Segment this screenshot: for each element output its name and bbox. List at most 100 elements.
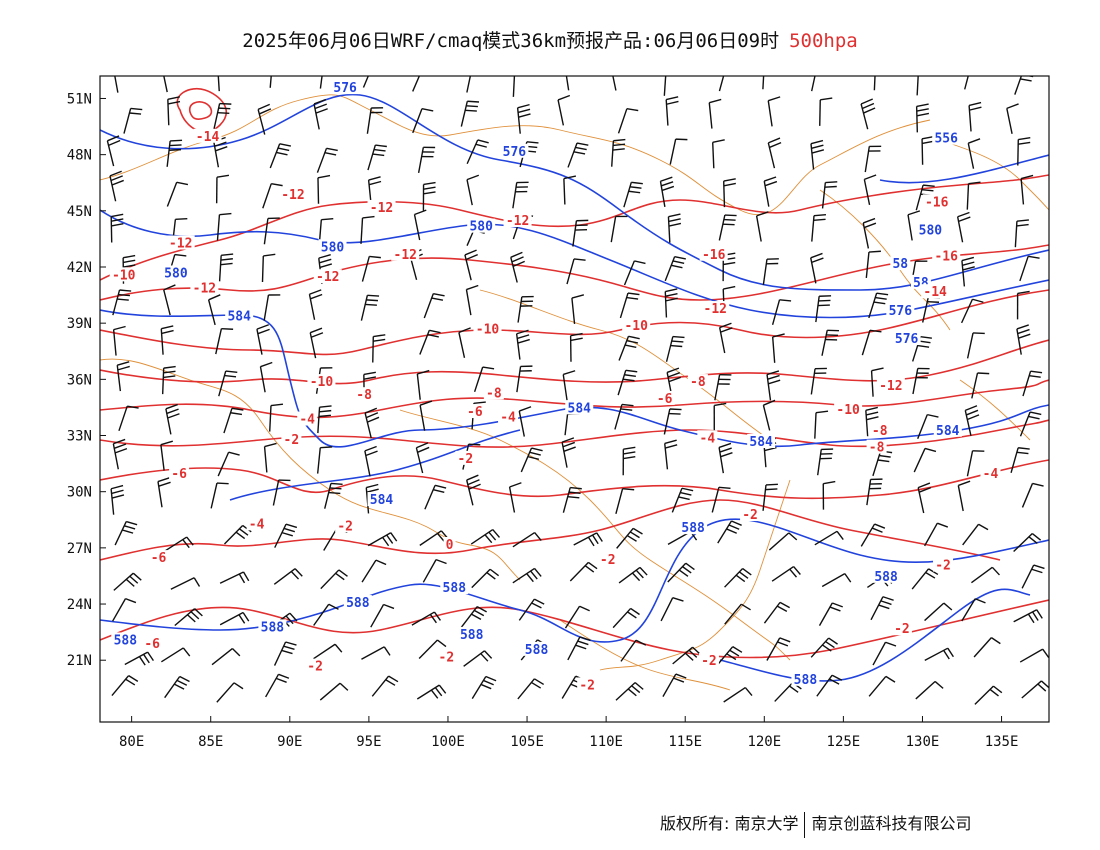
height-contour-label: 580: [469, 220, 493, 235]
wind-barb: [508, 482, 522, 513]
lon-tick-label: 115E: [668, 734, 702, 750]
wind-barb: [1016, 324, 1031, 355]
wind-barb: [667, 213, 682, 243]
temperature-contour-label-bg: [335, 518, 356, 533]
temperature-isoline: [100, 379, 1049, 419]
temperature-isoline: [100, 419, 1049, 448]
footer-divider: [804, 811, 806, 838]
wind-barb: [755, 211, 769, 242]
height-contour-label-bg: [258, 619, 287, 634]
wind-barb: [669, 138, 688, 165]
wind-barb: [313, 603, 339, 626]
height-contour-label: 584: [568, 401, 592, 416]
temperature-contour-label: -2: [935, 559, 951, 574]
temperature-contour-label: -4: [500, 411, 516, 426]
wind-barb: [317, 174, 331, 204]
wind-barb: [516, 365, 533, 393]
wind-barb: [112, 289, 132, 316]
boundary-line: [100, 94, 931, 216]
wind-barb: [762, 399, 776, 431]
temperature-contour-label-bg: [933, 557, 954, 572]
wind-barb: [512, 181, 529, 209]
height-contour-label-bg: [367, 492, 396, 507]
wind-barb: [711, 486, 731, 513]
wind-barb: [512, 567, 542, 584]
temperature-contour-label: -12: [370, 201, 393, 216]
wind-barb: [1019, 411, 1042, 437]
wind-barb: [210, 482, 229, 509]
wind-barb: [213, 102, 232, 130]
wind-barb: [157, 477, 171, 508]
wind-barb: [815, 295, 832, 323]
height-contour-label-bg: [467, 218, 496, 233]
temperature-contour-label: -2: [600, 553, 616, 568]
temperature-contour-label: -2: [701, 654, 717, 669]
wind-barb: [422, 181, 436, 211]
temperature-contour-label: -8: [690, 375, 706, 390]
wind-barb: [112, 438, 128, 470]
wind-barb: [718, 214, 737, 241]
wind-barb: [870, 367, 884, 397]
wind-barb: [615, 487, 635, 514]
wind-barb: [863, 174, 877, 205]
wind-barb: [724, 603, 751, 625]
wind-barb: [273, 641, 297, 666]
wind-barb: [771, 565, 801, 582]
wind-barb: [768, 532, 798, 551]
wind-barb: [810, 367, 827, 395]
temperature-contour-label-bg: [246, 516, 267, 531]
height-contour-label: 556: [934, 132, 958, 147]
wind-barb: [272, 479, 291, 506]
wind-barb: [219, 611, 250, 626]
temperature-contour-label-bg: [464, 404, 485, 419]
wind-barb: [219, 571, 250, 584]
height-contour-label: 588: [443, 581, 467, 596]
height-contour-label-bg: [872, 568, 901, 583]
wind-barb: [763, 601, 790, 624]
temperature-contour-label-bg: [367, 199, 396, 214]
wind-barb: [1021, 680, 1049, 699]
height-contour-label-bg: [932, 130, 961, 145]
lat-tick-label: 24N: [67, 597, 92, 613]
wind-barb: [518, 598, 545, 621]
pressure-level-label: 500hpa: [789, 30, 858, 52]
wind-barb: [470, 528, 501, 545]
wind-barb: [816, 674, 843, 697]
height-contour-label: 580: [321, 240, 345, 255]
lat-tick-label: 39N: [67, 316, 92, 332]
height-contour-label-bg: [933, 422, 962, 437]
wind-barb: [569, 561, 598, 582]
lon-tick-label: 130E: [906, 734, 940, 750]
wind-barb: [966, 450, 985, 477]
wind-barb: [810, 252, 824, 284]
wind-barb: [562, 486, 582, 513]
wind-barb: [860, 98, 876, 130]
wind-barb: [161, 647, 191, 663]
wind-barb: [614, 403, 634, 430]
wind-barb: [662, 673, 687, 697]
wind-barb: [466, 139, 489, 165]
wind-barb: [724, 567, 752, 588]
wind-barb: [160, 440, 173, 471]
wind-barb: [166, 181, 189, 207]
wind-barb: [816, 448, 834, 476]
wind-barb: [164, 536, 194, 552]
temperature-contour-label-bg: [697, 430, 718, 445]
wind-barb: [419, 400, 433, 431]
wind-barb: [161, 365, 176, 395]
wind-barb: [966, 332, 985, 359]
wind-barb: [372, 334, 386, 363]
wind-barb: [810, 76, 816, 92]
height-contour-label-bg: [331, 80, 360, 95]
wind-barb: [862, 217, 877, 249]
wind-barb: [962, 523, 989, 546]
height-contour-label-bg: [747, 434, 776, 449]
temperature-contour-label-bg: [109, 267, 138, 282]
wind-barb: [615, 682, 644, 701]
temperature-contour-label-bg: [281, 432, 302, 447]
wind-barb: [360, 294, 380, 321]
wind-barb: [921, 135, 935, 165]
wind-barb: [810, 139, 825, 170]
wind-barb: [262, 183, 283, 209]
temperature-contour-label-bg: [980, 465, 1001, 480]
